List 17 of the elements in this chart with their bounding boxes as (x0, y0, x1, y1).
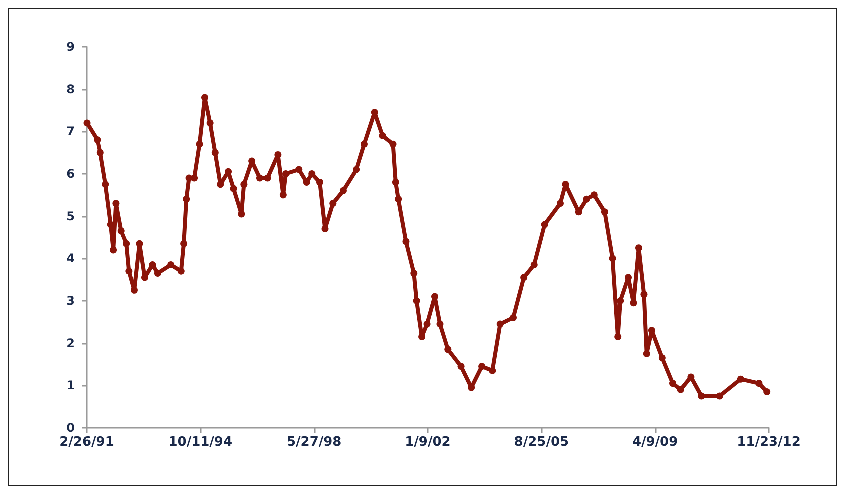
x-tick-label: 5/27/98 (286, 435, 342, 450)
x-tick-label: 11/23/12 (737, 435, 801, 450)
y-tick-label: 3 (66, 294, 75, 308)
x-tick-label: 10/11/94 (168, 435, 233, 450)
y-tick-label: 7 (66, 124, 75, 139)
y-tick-label: 6 (66, 167, 75, 181)
y-tick-label: 8 (66, 82, 75, 96)
x-tick-label: 2/26/91 (60, 435, 114, 450)
y-tick-label: 9 (66, 40, 75, 54)
y-tick-label: 4 (66, 252, 75, 266)
y-tick-label: 5 (66, 209, 75, 224)
x-tick-label: 1/9/02 (405, 435, 451, 450)
y-tick-label: 1 (66, 378, 75, 393)
x-tick-label: 4/9/09 (632, 435, 678, 450)
y-tick-label: 0 (66, 421, 75, 435)
x-tick-label: 8/25/05 (514, 435, 570, 450)
y-tick-label: 2 (66, 336, 75, 350)
